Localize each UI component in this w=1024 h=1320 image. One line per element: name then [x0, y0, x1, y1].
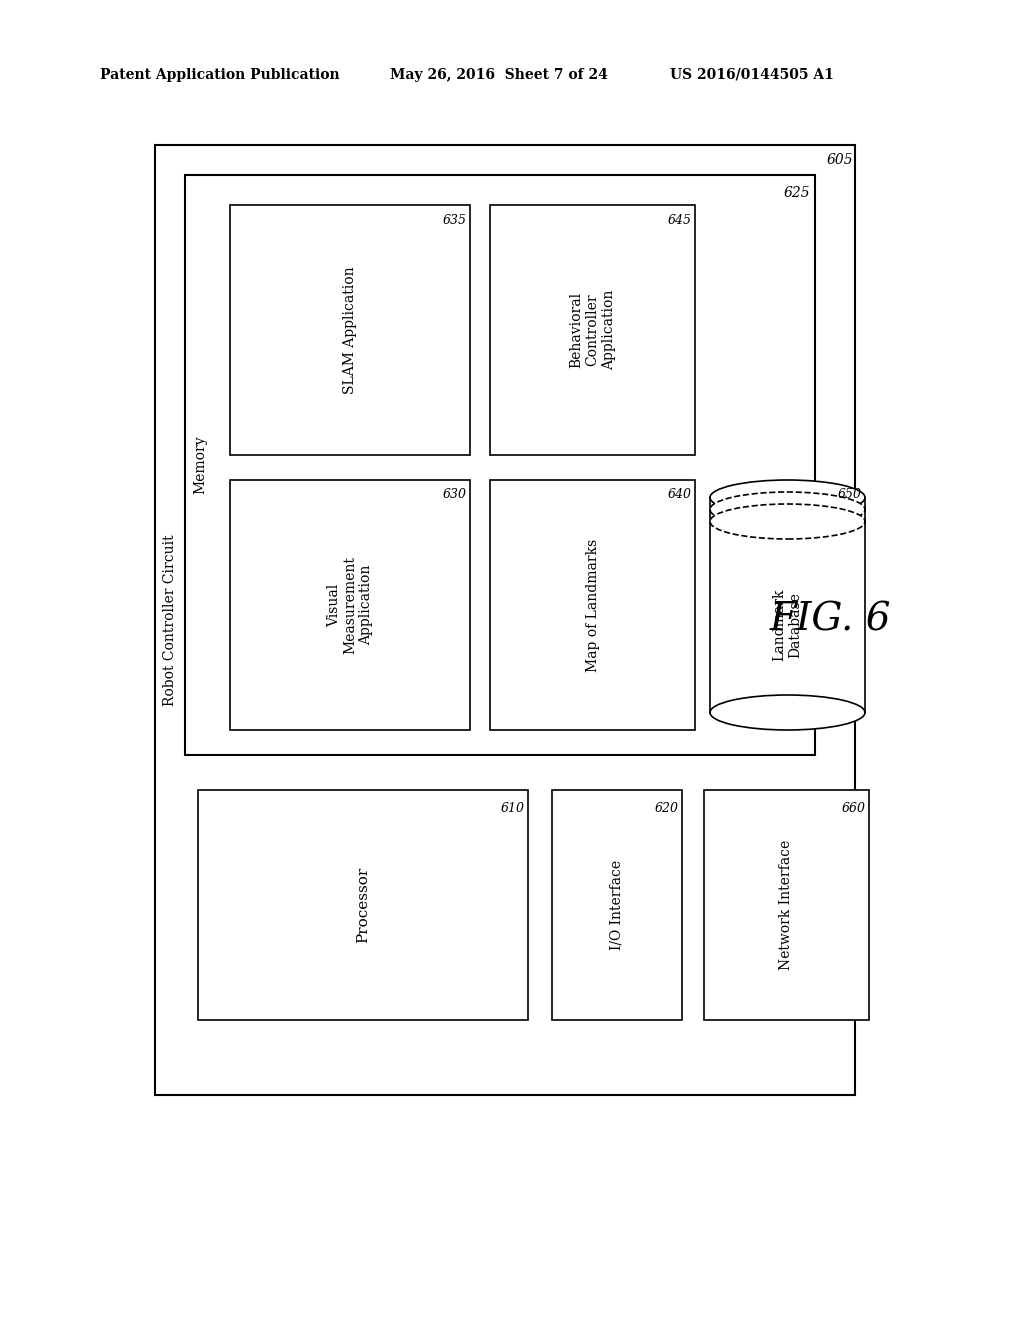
- Bar: [490, 205, 695, 455]
- Text: 640: 640: [668, 488, 692, 502]
- Text: Network Interface: Network Interface: [779, 840, 794, 970]
- Text: US 2016/0144505 A1: US 2016/0144505 A1: [670, 69, 834, 82]
- Bar: [230, 480, 470, 730]
- Text: I/O Interface: I/O Interface: [610, 859, 624, 950]
- Text: SLAM Application: SLAM Application: [343, 267, 357, 393]
- Bar: [490, 480, 695, 730]
- Ellipse shape: [710, 480, 865, 515]
- Text: Behavioral
Controller
Application: Behavioral Controller Application: [569, 290, 615, 370]
- Text: 650: 650: [838, 488, 862, 502]
- Text: Processor: Processor: [356, 867, 370, 942]
- Text: 660: 660: [842, 801, 866, 814]
- Bar: [155, 145, 855, 1096]
- Text: Robot Controller Circuit: Robot Controller Circuit: [163, 535, 177, 706]
- Bar: [710, 498, 865, 713]
- Bar: [552, 789, 682, 1020]
- Ellipse shape: [710, 492, 865, 527]
- Text: Visual
Measurement
Application: Visual Measurement Application: [327, 556, 373, 653]
- Text: 630: 630: [443, 488, 467, 502]
- Text: Map of Landmarks: Map of Landmarks: [586, 539, 599, 672]
- Bar: [230, 205, 470, 455]
- Text: Memory: Memory: [193, 436, 207, 494]
- Text: Patent Application Publication: Patent Application Publication: [100, 69, 340, 82]
- Text: Landmark
Database: Landmark Database: [772, 589, 803, 661]
- Bar: [185, 176, 815, 755]
- Text: 620: 620: [655, 801, 679, 814]
- Text: May 26, 2016  Sheet 7 of 24: May 26, 2016 Sheet 7 of 24: [390, 69, 608, 82]
- Ellipse shape: [710, 504, 865, 539]
- Text: 610: 610: [501, 801, 525, 814]
- Ellipse shape: [710, 696, 865, 730]
- Text: 605: 605: [826, 153, 853, 168]
- Bar: [705, 789, 869, 1020]
- Text: 645: 645: [668, 214, 692, 227]
- Text: 635: 635: [443, 214, 467, 227]
- Text: 625: 625: [783, 186, 810, 201]
- Text: FIG. 6: FIG. 6: [769, 602, 891, 639]
- Bar: [198, 789, 528, 1020]
